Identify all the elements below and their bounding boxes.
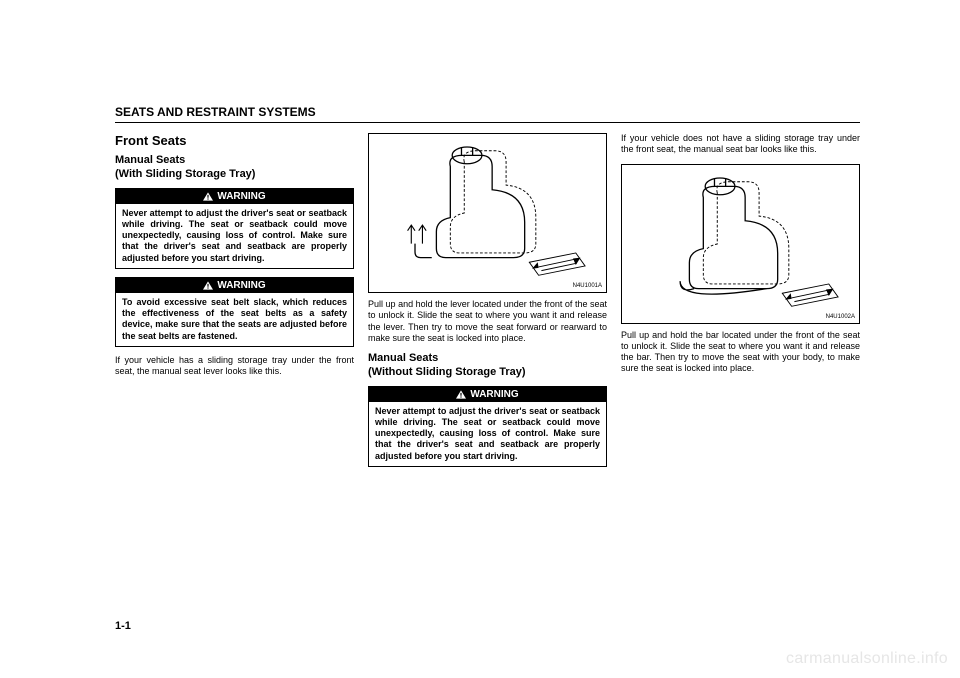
warning-text-1: Never attempt to adjust the driver's sea… <box>116 204 353 268</box>
warning-title-2: WARNING <box>116 278 353 293</box>
warning-text-3: Never attempt to adjust the driver's sea… <box>369 402 606 466</box>
seat-figure-bar: N4U1002A <box>621 164 860 324</box>
col2-paragraph-1: Pull up and hold the lever located under… <box>368 299 607 344</box>
warning-box-2: WARNING To avoid excessive seat belt sla… <box>115 277 354 347</box>
warning-triangle-icon <box>456 390 466 399</box>
column-3: If your vehicle does not have a sliding … <box>621 133 860 475</box>
warning-text-2: To avoid excessive seat belt slack, whic… <box>116 293 353 346</box>
warning-triangle-icon <box>203 281 213 290</box>
warning-title-1: WARNING <box>116 189 353 204</box>
section-header: SEATS AND RESTRAINT SYSTEMS <box>115 105 860 123</box>
warning-label-2: WARNING <box>217 280 265 291</box>
col3-paragraph-2: Pull up and hold the bar located under t… <box>621 330 860 375</box>
figure-code-2: N4U1002A <box>826 314 855 320</box>
page-content: SEATS AND RESTRAINT SYSTEMS Front Seats … <box>115 105 860 475</box>
manual-seats-with-tray-heading: Manual Seats (With Sliding Storage Tray) <box>115 154 354 182</box>
page-number: 1-1 <box>115 620 131 632</box>
warning-label-1: WARNING <box>217 191 265 202</box>
col1-paragraph: If your vehicle has a sliding storage tr… <box>115 355 354 378</box>
three-column-layout: Front Seats Manual Seats (With Sliding S… <box>115 133 860 475</box>
warning-box-1: WARNING Never attempt to adjust the driv… <box>115 188 354 269</box>
warning-label-3: WARNING <box>470 389 518 400</box>
watermark: carmanualsonline.info <box>786 650 948 668</box>
warning-box-3: WARNING Never attempt to adjust the driv… <box>368 386 607 467</box>
front-seats-heading: Front Seats <box>115 133 354 148</box>
seat-lever-illustration <box>369 134 606 292</box>
column-2: N4U1001A Pull up and hold the lever loca… <box>368 133 607 475</box>
manual-seats-without-tray-heading: Manual Seats (Without Sliding Storage Tr… <box>368 352 607 380</box>
seat-figure-lever: N4U1001A <box>368 133 607 293</box>
warning-triangle-icon <box>203 192 213 201</box>
column-1: Front Seats Manual Seats (With Sliding S… <box>115 133 354 475</box>
col3-paragraph-1: If your vehicle does not have a sliding … <box>621 133 860 156</box>
figure-code-1: N4U1001A <box>573 283 602 289</box>
seat-bar-illustration <box>622 165 859 323</box>
warning-title-3: WARNING <box>369 387 606 402</box>
